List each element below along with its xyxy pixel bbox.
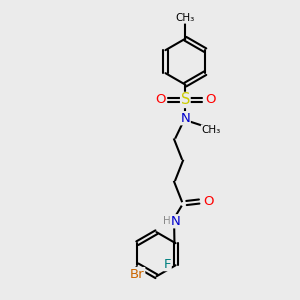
Text: H: H [163,216,170,226]
Text: N: N [170,215,180,228]
Text: O: O [203,195,214,208]
Text: O: O [155,93,166,106]
Text: O: O [205,93,216,106]
Text: F: F [164,258,171,271]
Text: Br: Br [130,268,145,281]
Text: N: N [181,112,190,125]
Text: CH₃: CH₃ [201,125,220,135]
Text: CH₃: CH₃ [176,13,195,23]
Text: S: S [181,92,190,107]
